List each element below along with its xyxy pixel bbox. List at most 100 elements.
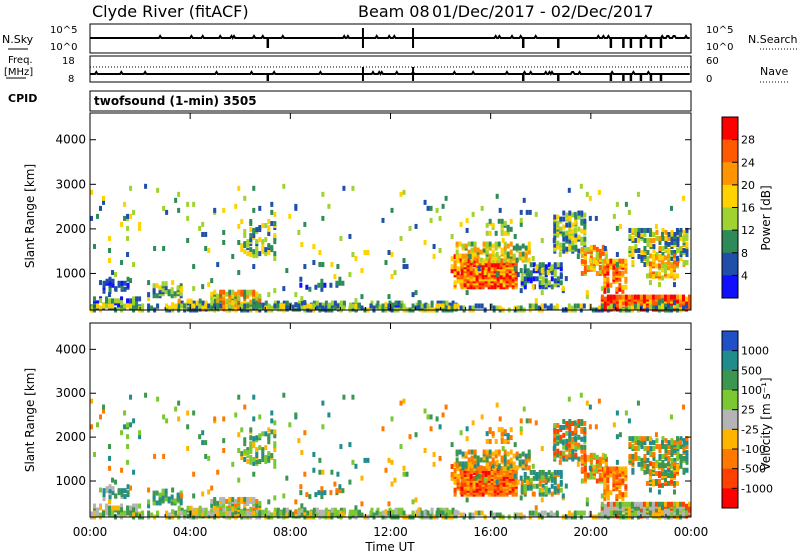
power-cell [336, 264, 340, 270]
velocity-cell [524, 453, 528, 459]
velocity-cell [503, 453, 507, 459]
velocity-cell [494, 453, 498, 459]
power-cell [568, 238, 572, 244]
power-cell [523, 268, 527, 274]
velocity-cell [472, 466, 476, 471]
power-cell [327, 303, 331, 309]
power-cell [609, 303, 613, 309]
velocity-cell [306, 510, 310, 516]
power-cell [466, 258, 470, 264]
velocity-cell [333, 511, 337, 517]
velocity-cell [168, 512, 172, 518]
power-cell [493, 258, 497, 264]
velocity-cell [643, 446, 647, 452]
velocity-cell [243, 506, 247, 512]
y-tick-label: 2000 [55, 222, 86, 236]
power-cell [523, 276, 527, 282]
power-cell [660, 294, 664, 300]
velocity-cell [481, 471, 485, 477]
velocity-cell [249, 506, 253, 512]
power-cell [213, 289, 217, 295]
velocity-cell [503, 429, 507, 435]
power-cell [186, 306, 190, 312]
velocity-cell [508, 481, 512, 487]
velocity-cell [660, 501, 664, 507]
power-cell [672, 294, 676, 300]
velocity-cell [670, 438, 674, 444]
velocity-cell [330, 469, 334, 475]
velocity-cell [660, 463, 664, 469]
power-cell [503, 253, 507, 259]
power-cell [341, 280, 345, 286]
velocity-cell [663, 510, 667, 516]
velocity-cell [105, 486, 109, 492]
power-cell [387, 303, 391, 309]
power-cell [288, 213, 292, 219]
velocity-cell [246, 510, 250, 516]
power-cell [108, 235, 112, 241]
power-cell [255, 227, 259, 233]
power-cell [471, 211, 475, 217]
power-cell [390, 274, 394, 280]
velocity-cell [624, 484, 628, 490]
power-cell [237, 239, 241, 245]
velocity-cell [518, 459, 522, 465]
power-cell [162, 205, 166, 211]
freq-panel [89, 55, 692, 83]
velocity-cell [370, 507, 374, 513]
power-cell [135, 305, 139, 311]
velocity-cell [642, 507, 646, 513]
velocity-cell [441, 412, 445, 418]
power-cell [267, 250, 271, 256]
velocity-cell [111, 490, 115, 496]
power-cell [255, 302, 259, 308]
power-cell [646, 241, 650, 247]
power-cell [213, 207, 217, 213]
velocity-cell [675, 455, 679, 461]
velocity-cell [138, 434, 142, 440]
power-cell [338, 276, 342, 282]
velocity-cell [501, 446, 505, 452]
velocity-cell [479, 457, 483, 463]
power-cell [637, 247, 641, 253]
velocity-cell [438, 424, 442, 430]
velocity-cell [270, 512, 274, 518]
power-cell [673, 231, 677, 237]
power-cell [583, 264, 587, 270]
velocity-cell [420, 510, 424, 516]
power-cell [285, 268, 289, 274]
velocity-cell [651, 481, 655, 487]
power-cell [264, 223, 268, 229]
power-cell [126, 252, 130, 258]
velocity-cell [503, 465, 507, 471]
velocity-cell [580, 454, 584, 460]
velocity-cell [123, 510, 127, 516]
velocity-cell [672, 510, 676, 516]
velocity-cell [646, 463, 650, 469]
velocity-cell [618, 490, 622, 496]
power-cell [509, 249, 513, 255]
power-cell [243, 289, 247, 295]
power-cell [330, 300, 334, 306]
velocity-cell [562, 419, 566, 425]
power-cell [126, 298, 130, 304]
power-cell [678, 231, 682, 237]
velocity-cell [237, 477, 241, 483]
power-cell [111, 303, 115, 309]
power-cell [456, 258, 460, 264]
velocity-cell [93, 511, 97, 517]
velocity-cell [120, 492, 124, 498]
velocity-cell [630, 501, 634, 507]
velocity-cell [201, 491, 205, 497]
freq-label: Freq. [8, 55, 33, 66]
power-cell [267, 231, 271, 237]
power-cell [525, 272, 529, 278]
velocity-cell [550, 483, 554, 489]
power-cell [559, 280, 563, 286]
power-cell [541, 284, 545, 290]
velocity-cell [246, 449, 250, 455]
velocity-cell [348, 479, 352, 485]
power-cell [657, 305, 661, 311]
velocity-cell [652, 440, 656, 446]
velocity-cell [294, 499, 298, 505]
